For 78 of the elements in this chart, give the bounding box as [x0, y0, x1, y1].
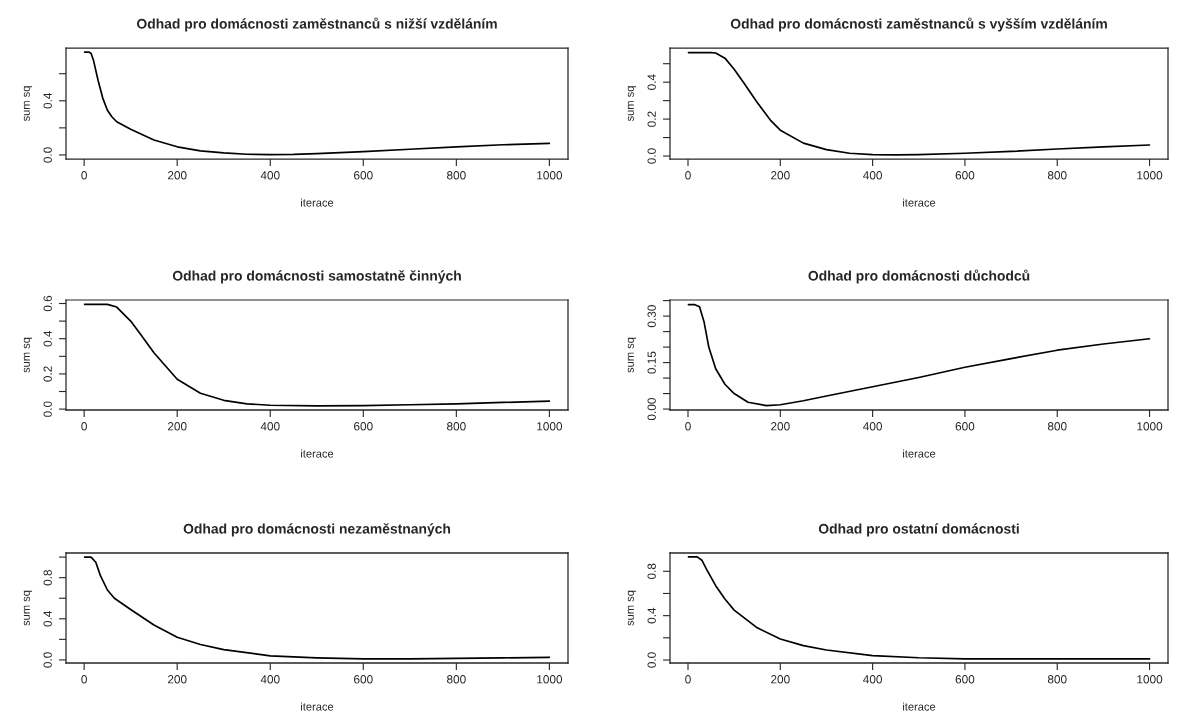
y-tick-label: 0.8 — [43, 569, 52, 586]
y-axis-title: sum sq — [627, 86, 637, 122]
y-axis-title: sum sq — [23, 337, 33, 373]
x-axis-title: iterace — [301, 702, 334, 711]
line-series — [83, 303, 551, 407]
x-tick-label: 400 — [260, 171, 280, 180]
y-tick-label: 0.0 — [647, 148, 656, 164]
line-series — [83, 51, 551, 156]
line-series — [687, 51, 1151, 156]
y-tick-label: 0.4 — [43, 92, 52, 109]
x-tick-label: 800 — [1047, 171, 1067, 180]
x-tick-label: 0 — [81, 675, 87, 684]
x-tick-label: 600 — [354, 675, 373, 684]
y-tick-label: 0.0 — [43, 652, 52, 668]
x-tick-label: 0 — [685, 675, 691, 684]
x-axis-title: iterace — [903, 702, 936, 711]
x-tick-label: 0 — [685, 422, 691, 431]
y-tick-label: 0.8 — [647, 563, 656, 580]
x-axis-title: iterace — [301, 198, 334, 207]
x-tick-label: 0 — [81, 171, 87, 180]
y-axis-title: sum sq — [23, 590, 33, 626]
x-tick-label: 400 — [863, 675, 882, 684]
x-tick-label: 600 — [955, 422, 975, 431]
y-tick-label: 0.4 — [43, 330, 52, 347]
x-tick-label: 800 — [1047, 675, 1067, 684]
line-series — [687, 303, 1151, 407]
y-tick-label: 0.2 — [43, 366, 52, 382]
x-tick-label: 400 — [863, 171, 882, 180]
x-tick-label: 1000 — [1137, 422, 1163, 431]
y-axis-title: sum sq — [627, 337, 637, 373]
x-axis-title: iterace — [903, 198, 936, 207]
x-axis-title: iterace — [301, 449, 334, 458]
x-tick-label: 1000 — [537, 171, 563, 180]
x-tick-label: 200 — [167, 675, 187, 684]
x-tick-label: 800 — [447, 171, 466, 180]
x-tick-label: 1000 — [537, 675, 563, 684]
chart-title: Odhad pro domácnosti zaměstnanců s vyšším vzděláním — [730, 17, 1107, 32]
x-tick-label: 600 — [955, 171, 975, 180]
y-axis-title: sum sq — [23, 86, 33, 122]
y-tick-label: 0.4 — [647, 74, 656, 90]
x-tick-label: 400 — [260, 422, 280, 431]
y-tick-label: 0.15 — [647, 351, 656, 374]
x-tick-label: 200 — [771, 171, 790, 180]
x-tick-label: 200 — [771, 675, 790, 684]
chart-title: Odhad pro domácnosti důchodců — [808, 269, 1030, 284]
x-tick-label: 800 — [447, 675, 466, 684]
y-tick-label: 0.2 — [647, 111, 656, 127]
x-tick-label: 1000 — [1137, 171, 1163, 180]
x-tick-label: 200 — [167, 422, 187, 431]
chart-title: Odhad pro domácnosti zaměstnanců s nižší vzděláním — [136, 17, 497, 32]
y-tick-label: 0.30 — [647, 305, 656, 328]
y-tick-label: 0.0 — [647, 652, 656, 668]
y-tick-label: 0.4 — [647, 607, 656, 624]
y-tick-label: 0.00 — [647, 398, 656, 421]
line-series — [83, 556, 551, 660]
x-tick-label: 800 — [1047, 422, 1067, 431]
x-tick-label: 600 — [955, 675, 975, 684]
x-tick-label: 0 — [685, 171, 691, 180]
chart-title: Odhad pro ostatní domácnosti — [818, 523, 1019, 537]
x-tick-label: 1000 — [537, 422, 563, 431]
x-tick-label: 600 — [354, 171, 373, 180]
x-tick-label: 800 — [447, 422, 466, 431]
y-tick-label: 0.4 — [43, 610, 52, 627]
y-tick-label: 0.0 — [43, 147, 52, 163]
x-tick-label: 400 — [863, 422, 882, 431]
x-tick-label: 200 — [771, 422, 790, 431]
x-tick-label: 1000 — [1137, 675, 1163, 684]
x-axis-title: iterace — [903, 449, 936, 458]
chart-title: Odhad pro domácnosti samostatně činných — [172, 270, 461, 284]
line-series — [687, 556, 1151, 660]
y-tick-label: 0.0 — [43, 401, 52, 417]
y-tick-label: 0.6 — [43, 295, 52, 312]
x-tick-label: 200 — [167, 171, 187, 180]
x-tick-label: 400 — [260, 675, 280, 684]
x-tick-label: 600 — [354, 422, 373, 431]
y-axis-title: sum sq — [627, 590, 637, 626]
chart-title: Odhad pro domácnosti nezaměstnaných — [183, 523, 451, 537]
x-tick-label: 0 — [81, 422, 87, 431]
